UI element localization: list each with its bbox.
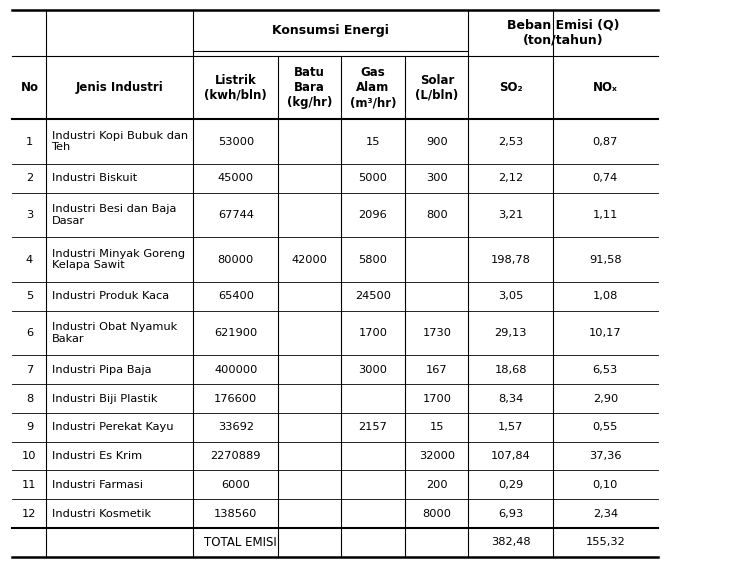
Text: 1: 1 (26, 137, 33, 146)
Text: 6,93: 6,93 (498, 508, 523, 519)
Text: Beban Emisi (Q)
(ton/tahun): Beban Emisi (Q) (ton/tahun) (507, 19, 619, 47)
Text: 6,53: 6,53 (592, 365, 618, 375)
Text: 0,55: 0,55 (592, 422, 618, 432)
Text: 91,58: 91,58 (589, 255, 622, 264)
Text: 2,34: 2,34 (593, 508, 618, 519)
Text: 1700: 1700 (358, 328, 388, 338)
Text: 2: 2 (26, 173, 33, 183)
Text: 5800: 5800 (358, 255, 388, 264)
Text: NOₓ: NOₓ (593, 81, 618, 94)
Text: 3: 3 (26, 210, 33, 220)
Text: Industri Pipa Baja: Industri Pipa Baja (51, 365, 151, 375)
Text: Industri Produk Kaca: Industri Produk Kaca (51, 292, 169, 301)
Text: 11: 11 (22, 480, 37, 490)
Text: TOTAL EMISI: TOTAL EMISI (204, 536, 277, 549)
Text: 138560: 138560 (214, 508, 258, 519)
Text: Konsumsi Energi: Konsumsi Energi (272, 24, 389, 37)
Text: 9: 9 (26, 422, 33, 432)
Text: 0,74: 0,74 (592, 173, 618, 183)
Text: Industri Besi dan Baja
Dasar: Industri Besi dan Baja Dasar (51, 204, 176, 226)
Text: 24500: 24500 (355, 292, 391, 301)
Text: 7: 7 (26, 365, 33, 375)
Text: 15: 15 (429, 422, 444, 432)
Text: 32000: 32000 (419, 451, 455, 461)
Text: 2270889: 2270889 (211, 451, 261, 461)
Text: 198,78: 198,78 (491, 255, 531, 264)
Text: 0,10: 0,10 (592, 480, 618, 490)
Text: 5000: 5000 (358, 173, 388, 183)
Text: 29,13: 29,13 (495, 328, 527, 338)
Text: 1730: 1730 (422, 328, 451, 338)
Text: 15: 15 (366, 137, 380, 146)
Text: Industri Farmasi: Industri Farmasi (51, 480, 142, 490)
Text: 621900: 621900 (214, 328, 258, 338)
Text: 42000: 42000 (291, 255, 327, 264)
Text: 37,36: 37,36 (589, 451, 622, 461)
Text: 10,17: 10,17 (589, 328, 622, 338)
Text: Batu
Bara
(kg/hr): Batu Bara (kg/hr) (287, 66, 333, 109)
Text: 800: 800 (426, 210, 448, 220)
Text: Industri Biskuit: Industri Biskuit (51, 173, 137, 183)
Text: 8,34: 8,34 (498, 393, 523, 403)
Text: 3,05: 3,05 (498, 292, 523, 301)
Text: 1,11: 1,11 (592, 210, 618, 220)
Text: 2,12: 2,12 (498, 173, 523, 183)
Text: 18,68: 18,68 (495, 365, 527, 375)
Text: Industri Perekat Kayu: Industri Perekat Kayu (51, 422, 173, 432)
Text: 67744: 67744 (218, 210, 254, 220)
Text: 12: 12 (22, 508, 37, 519)
Text: Industri Minyak Goreng
Kelapa Sawit: Industri Minyak Goreng Kelapa Sawit (51, 249, 185, 271)
Text: Gas
Alam
(m³/hr): Gas Alam (m³/hr) (350, 66, 396, 109)
Text: 107,84: 107,84 (491, 451, 531, 461)
Text: 3000: 3000 (358, 365, 388, 375)
Text: 8: 8 (26, 393, 33, 403)
Text: Industri Biji Plastik: Industri Biji Plastik (51, 393, 157, 403)
Text: 167: 167 (426, 365, 448, 375)
Text: 4: 4 (26, 255, 33, 264)
Text: 3,21: 3,21 (498, 210, 523, 220)
Text: No: No (21, 81, 38, 94)
Text: 1,57: 1,57 (498, 422, 523, 432)
Text: 10: 10 (22, 451, 37, 461)
Text: 80000: 80000 (218, 255, 254, 264)
Text: 300: 300 (426, 173, 448, 183)
Text: 6: 6 (26, 328, 33, 338)
Text: 53000: 53000 (218, 137, 254, 146)
Text: 2,53: 2,53 (498, 137, 523, 146)
Text: 45000: 45000 (218, 173, 254, 183)
Text: 0,29: 0,29 (498, 480, 523, 490)
Text: 6000: 6000 (222, 480, 250, 490)
Text: 2157: 2157 (359, 422, 388, 432)
Text: 2,90: 2,90 (592, 393, 618, 403)
Text: 176600: 176600 (214, 393, 258, 403)
Text: Listrik
(kwh/bln): Listrik (kwh/bln) (204, 73, 267, 102)
Text: Industri Kopi Bubuk dan
Teh: Industri Kopi Bubuk dan Teh (51, 131, 188, 153)
Text: 1,08: 1,08 (592, 292, 618, 301)
Text: 0,87: 0,87 (592, 137, 618, 146)
Text: 200: 200 (426, 480, 448, 490)
Text: Industri Es Krim: Industri Es Krim (51, 451, 142, 461)
Text: 382,48: 382,48 (491, 537, 531, 547)
Text: 900: 900 (426, 137, 448, 146)
Text: 33692: 33692 (218, 422, 254, 432)
Text: Industri Obat Nyamuk
Bakar: Industri Obat Nyamuk Bakar (51, 322, 177, 344)
Text: Solar
(L/bln): Solar (L/bln) (415, 73, 459, 102)
Text: 2096: 2096 (359, 210, 388, 220)
Text: 155,32: 155,32 (586, 537, 625, 547)
Text: 65400: 65400 (218, 292, 254, 301)
Text: 400000: 400000 (214, 365, 258, 375)
Text: Industri Kosmetik: Industri Kosmetik (51, 508, 150, 519)
Text: Jenis Industri: Jenis Industri (76, 81, 164, 94)
Text: SO₂: SO₂ (499, 81, 523, 94)
Text: 8000: 8000 (422, 508, 451, 519)
Text: 5: 5 (26, 292, 33, 301)
Text: 1700: 1700 (422, 393, 451, 403)
